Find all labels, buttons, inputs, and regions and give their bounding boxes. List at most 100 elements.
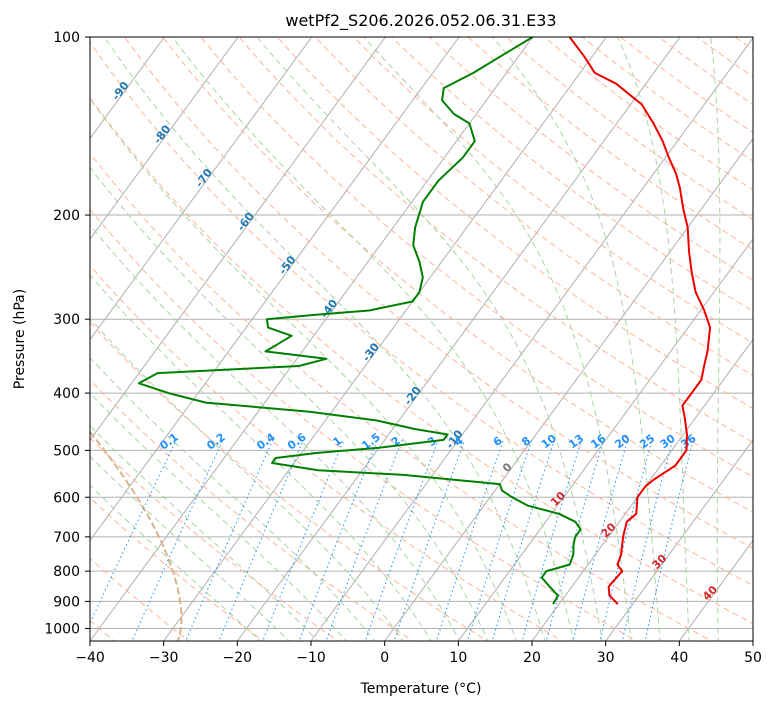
plot-area: -100-90-80-70-60-50-40-30-20-10010203040… (90, 24, 775, 644)
isotherm-line (457, 238, 753, 641)
y-tick-label: 700 (53, 530, 80, 546)
dry-adiabat (505, 37, 753, 221)
moist-adiabat (362, 37, 632, 641)
isotherm-line (90, 37, 313, 341)
y-tick-label: 600 (53, 490, 80, 506)
x-tick-label: −30 (149, 650, 179, 666)
dry-adiabat (90, 41, 753, 587)
isotherm-label: 30 (649, 552, 669, 572)
moist-adiabat (491, 37, 661, 641)
x-axis: −40 −30 −20 −10 0 10 20 30 40 50 (75, 641, 762, 666)
chart-title: wetPf2_S206.2026.052.06.31.E33 (285, 11, 556, 31)
mixing-ratio-label: 25 (637, 432, 657, 452)
mixing-ratio-line (521, 439, 583, 641)
moist-adiabat (90, 97, 518, 641)
mixing-ratio-line (491, 439, 555, 641)
dry-adiabat (90, 264, 564, 641)
moist-adiabat (103, 37, 546, 641)
dry-adiabat (90, 152, 713, 641)
plot-frame (89, 36, 754, 642)
dry-adiabat (90, 497, 265, 641)
dry-adiabat (90, 379, 414, 641)
dry-adiabat (657, 37, 753, 106)
isotherm-line (90, 37, 387, 441)
isotherm-label: -80 (151, 122, 174, 146)
mixing-ratio-lines (90, 439, 694, 641)
dry-adiabat (123, 37, 753, 550)
isotherm-line (310, 37, 753, 641)
isotherm-line (163, 37, 608, 641)
isotherm-line (90, 37, 239, 240)
mixing-ratio-label: 1 (331, 434, 345, 449)
y-tick-label: 900 (53, 594, 80, 610)
moist-adiabat (171, 37, 575, 641)
dry-adiabat (429, 37, 753, 281)
dry-adiabat (90, 321, 489, 641)
x-tick-label: −10 (296, 650, 326, 666)
x-tick-label: −20 (223, 650, 253, 666)
y-tick-label: 800 (53, 564, 80, 580)
moist-adiabat (256, 37, 603, 641)
x-tick-label: 50 (744, 650, 762, 666)
moist-adiabat (710, 37, 721, 641)
dewpoint-line (137, 37, 582, 605)
x-tick-label: −40 (75, 650, 105, 666)
moist-adiabat (90, 166, 489, 641)
dry-adiabat (619, 37, 753, 134)
moist-adiabat (90, 484, 261, 641)
y-tick-label: 300 (53, 312, 80, 328)
isotherm-line (605, 439, 753, 641)
y-tick-label: 500 (53, 443, 80, 459)
moist-adiabat (90, 318, 404, 641)
moist-adiabat (90, 425, 319, 641)
x-tick-label: 20 (523, 650, 541, 666)
moist-adiabat (90, 224, 461, 641)
mixing-ratio-line (545, 439, 605, 641)
moist-adiabat (90, 274, 433, 641)
mixing-ratio-line (325, 439, 403, 641)
x-tick-label: 40 (670, 650, 688, 666)
isotherm-line (236, 37, 681, 641)
mixing-ratio-line (621, 439, 674, 641)
dry-adiabat (162, 37, 753, 513)
isotherm-label: -20 (402, 384, 425, 408)
moist-adiabat (90, 455, 290, 641)
mixing-ratio-label: 30 (658, 432, 678, 452)
moist-adiabat (90, 392, 347, 641)
mixing-ratio-label: 10 (539, 432, 559, 452)
moist-adiabat (90, 356, 376, 641)
mixing-ratio-label: 0.6 (285, 430, 309, 452)
mixing-ratio-line (435, 439, 504, 641)
isotherm-label: 0 (500, 460, 515, 475)
isotherm-line (678, 539, 753, 641)
dry-adiabat (276, 37, 753, 410)
moist-adiabat-lines (90, 37, 721, 641)
mixing-ratio-label: 0.4 (254, 430, 278, 452)
isotherm-line (752, 640, 753, 641)
x-tick-label: 10 (449, 650, 467, 666)
x-axis-title: Temperature (°C) (360, 681, 482, 697)
moist-adiabat (617, 37, 690, 641)
isotherm-label: -90 (109, 79, 132, 103)
dry-adiabat-lines (90, 24, 775, 644)
isotherm-line (531, 338, 753, 641)
dry-adiabat (90, 97, 753, 625)
isotherm-line (90, 37, 534, 641)
mixing-ratio-line (131, 439, 224, 641)
isotherm-line (90, 37, 166, 140)
isotherm-grid (90, 37, 753, 641)
dry-adiabat (238, 37, 753, 443)
y-tick-label: 400 (53, 386, 80, 402)
lcl-curve-line (90, 430, 183, 641)
mixing-ratio-label: 0.2 (204, 431, 227, 453)
dry-adiabat (90, 208, 639, 641)
dry-adiabat (754, 24, 775, 644)
mixing-ratio-line (298, 439, 378, 641)
dry-adiabat (467, 37, 753, 251)
mixing-ratio-line (218, 439, 304, 641)
mixing-ratio-line (90, 439, 177, 625)
mixing-ratio-label: 16 (588, 432, 608, 452)
dry-adiabat (696, 37, 753, 78)
isotherm-label: -60 (235, 210, 258, 234)
